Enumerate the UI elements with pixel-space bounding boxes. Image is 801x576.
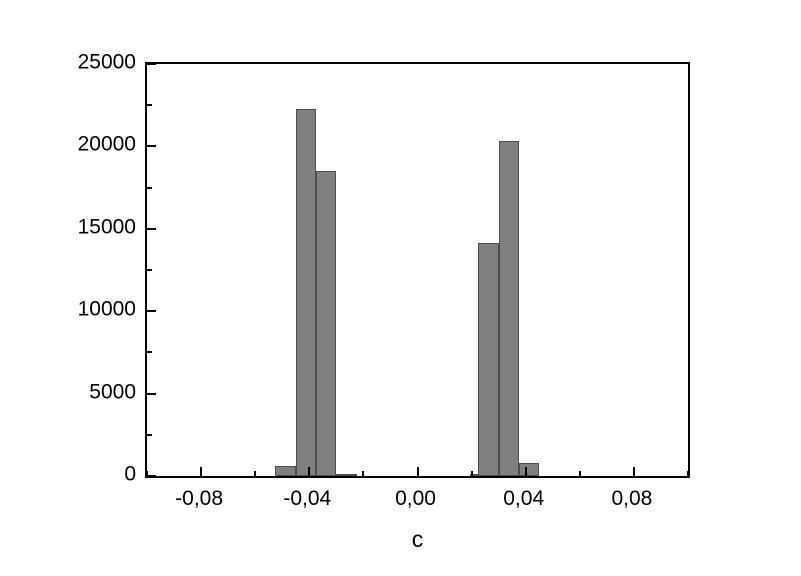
- y-axis-tick-label: 25000: [77, 50, 136, 74]
- plot-area: [147, 64, 688, 476]
- y-axis-tick: [147, 227, 156, 230]
- histogram-bar: [498, 141, 519, 476]
- x-axis-minor-tick: [362, 471, 365, 476]
- y-axis-minor-tick: [147, 104, 152, 107]
- x-axis-minor-tick: [687, 471, 688, 476]
- x-axis-tick-label: -0,08: [175, 487, 224, 510]
- y-axis-tick-label: 15000: [77, 215, 136, 239]
- plot-frame: [145, 62, 690, 478]
- y-axis-tick-label: 5000: [89, 380, 136, 404]
- y-axis-tick-label: 10000: [77, 297, 136, 321]
- y-axis-tick: [147, 310, 156, 313]
- histogram-bar: [295, 108, 317, 476]
- x-axis-tick: [524, 467, 527, 476]
- x-axis-tick-label: -0,04: [283, 487, 332, 510]
- histogram-bar: [336, 473, 357, 476]
- x-axis-tick: [200, 467, 203, 476]
- x-axis-tick-label: 0,04: [503, 487, 545, 510]
- x-axis-tick: [632, 467, 635, 476]
- x-axis-minor-tick: [578, 471, 581, 476]
- x-axis-tick: [416, 467, 419, 476]
- y-axis-tick: [147, 392, 156, 395]
- histogram-bar: [275, 466, 296, 476]
- x-axis-title: c: [411, 526, 424, 552]
- x-axis-minor-tick: [147, 471, 148, 476]
- histogram-bar: [316, 171, 337, 476]
- y-axis-tick-label: 0: [124, 462, 136, 486]
- y-axis-minor-tick: [147, 351, 152, 354]
- y-axis-tick: [147, 475, 156, 476]
- histogram-bar: [478, 242, 499, 476]
- x-axis-tick-labels: -0,08 -0,04 0,00 0,04 0,08: [145, 488, 690, 516]
- y-axis-tick-labels: 0 5000 10000 15000 20000 25000: [0, 52, 136, 485]
- x-axis-tick-label: 0,00: [395, 487, 436, 510]
- y-axis-tick: [147, 145, 156, 148]
- histogram-bar: [518, 462, 540, 476]
- y-axis-tick: [147, 64, 156, 65]
- y-axis-minor-tick: [147, 186, 152, 189]
- y-axis-minor-tick: [147, 269, 152, 271]
- y-axis-minor-tick: [147, 433, 152, 436]
- x-axis-minor-tick: [254, 471, 257, 476]
- x-axis-tick-label: 0,08: [611, 487, 653, 510]
- y-axis-tick-label: 20000: [77, 132, 136, 156]
- x-axis-minor-tick: [470, 471, 473, 476]
- x-axis-tick: [308, 467, 311, 476]
